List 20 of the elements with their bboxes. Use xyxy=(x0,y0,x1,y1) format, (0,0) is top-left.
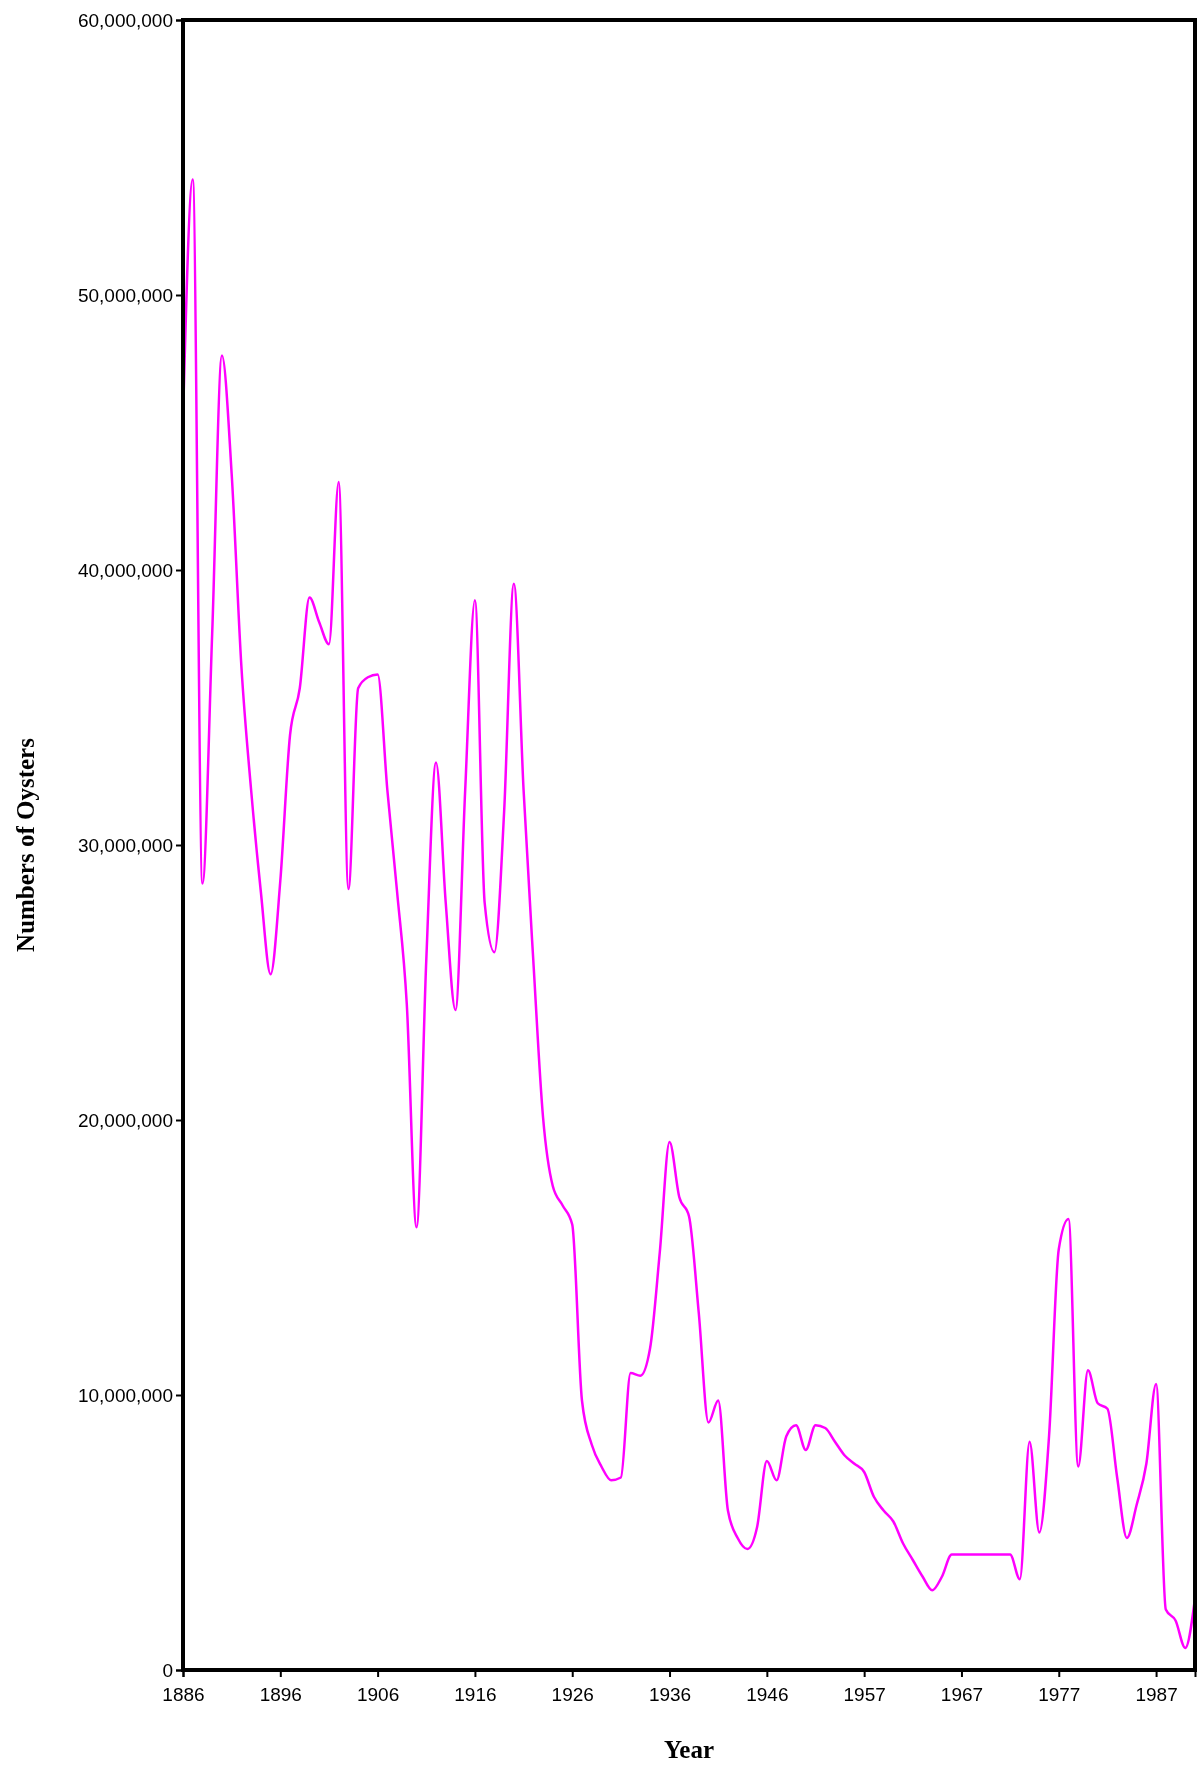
x-tick-label: 1916 xyxy=(454,1683,497,1705)
y-tick-label: 50,000,000 xyxy=(77,284,173,306)
x-tick-label: 1886 xyxy=(162,1683,205,1705)
y-tick-label: 30,000,000 xyxy=(77,834,173,856)
x-tick-label: 1906 xyxy=(356,1683,400,1705)
x-tick-label: 1957 xyxy=(843,1683,886,1705)
y-tick-label: 10,000,000 xyxy=(77,1384,173,1406)
x-tick-label: 1946 xyxy=(746,1683,789,1705)
y-tick-label: 20,000,000 xyxy=(77,1109,173,1131)
x-tick-label: 1926 xyxy=(551,1683,594,1705)
x-tick-label: 1967 xyxy=(940,1683,984,1705)
x-tick-label: 1977 xyxy=(1038,1683,1081,1705)
y-axis-title: Numbers of Oysters xyxy=(12,737,39,952)
y-tick-label: 40,000,000 xyxy=(77,559,173,581)
x-axis-title: Year xyxy=(664,1736,714,1763)
y-tick-label: 60,000,000 xyxy=(77,9,173,31)
x-tick-label: 1896 xyxy=(259,1683,302,1705)
x-tick-label: 1987 xyxy=(1135,1683,1178,1705)
x-tick-label: 1936 xyxy=(648,1683,692,1705)
y-tick-label: 0 xyxy=(162,1659,173,1681)
